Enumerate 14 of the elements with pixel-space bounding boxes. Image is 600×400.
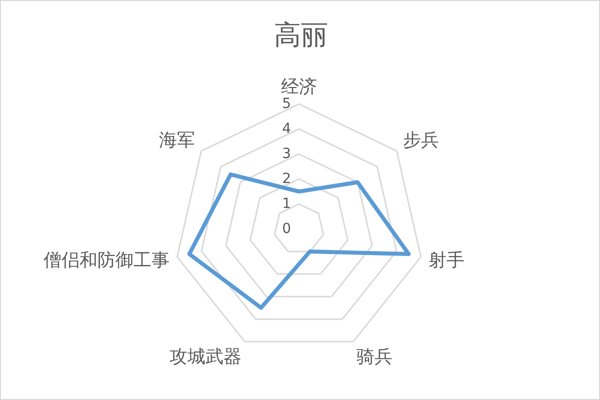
y-tick-label: 0 <box>282 221 291 237</box>
y-tick-label: 4 <box>282 121 292 137</box>
chart-title: 高丽 <box>273 19 329 52</box>
spoke-label: 攻城武器 <box>169 346 242 368</box>
y-tick-label: 3 <box>282 146 291 162</box>
y-tick-label: 2 <box>282 171 291 187</box>
spoke-label: 僧侣和防御工事 <box>43 250 170 272</box>
spoke-label: 经济 <box>281 76 317 98</box>
y-tick-label: 5 <box>282 96 291 112</box>
spoke-label: 海军 <box>159 130 196 151</box>
spoke-label: 骑兵 <box>356 346 393 368</box>
y-tick-label: 1 <box>282 196 291 212</box>
spoke-label: 射手 <box>428 250 465 272</box>
spoke-label: 步兵 <box>402 130 439 151</box>
